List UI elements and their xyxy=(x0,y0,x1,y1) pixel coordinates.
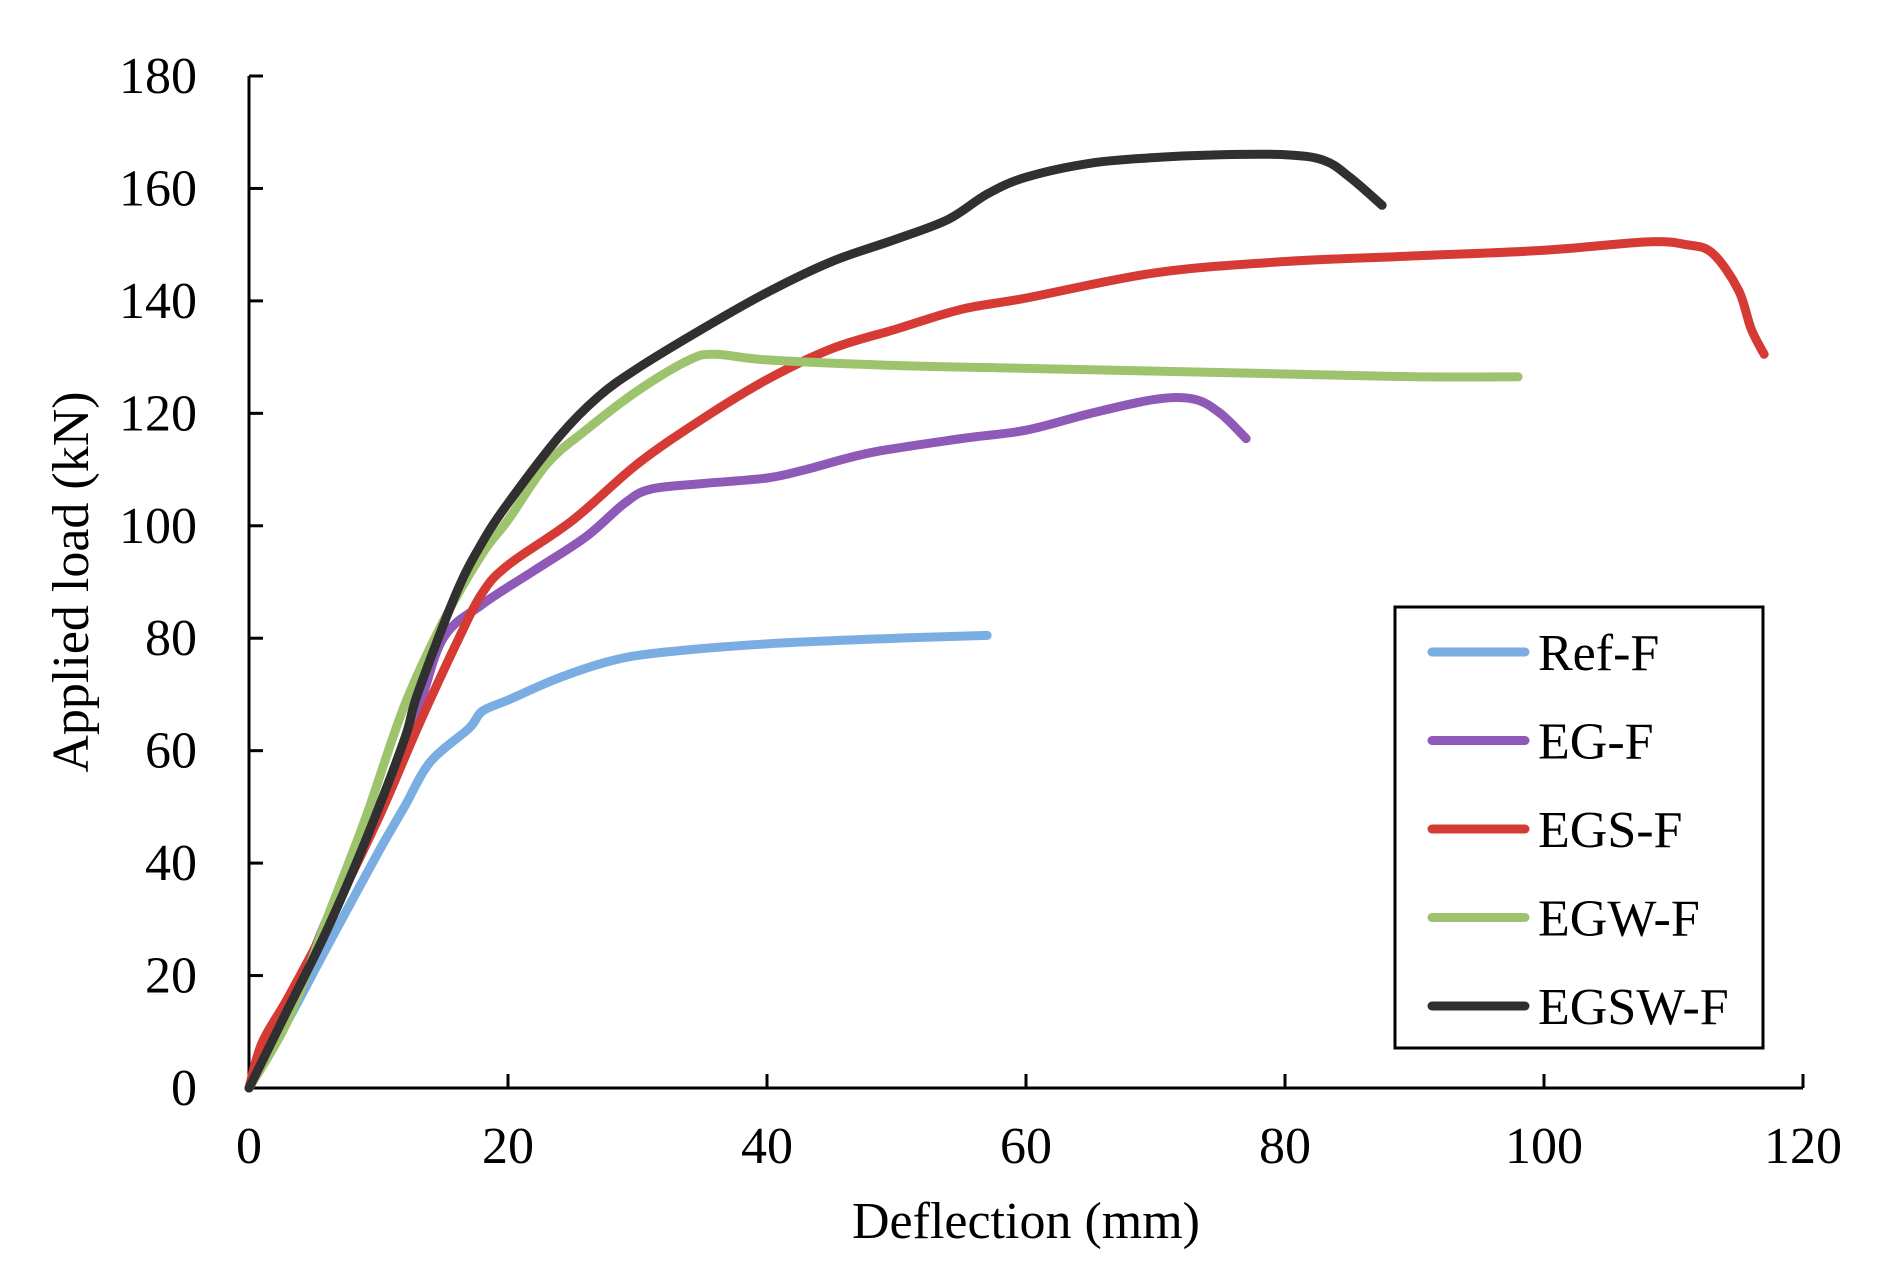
y-tick-label: 100 xyxy=(119,498,197,555)
y-tick-label: 80 xyxy=(145,610,197,667)
legend-label-eg-f: EG-F xyxy=(1538,714,1654,771)
y-ticks: 0 20 40 60 80 100 120 140 160 180 xyxy=(119,48,263,1117)
x-tick-label: 100 xyxy=(1505,1118,1583,1175)
series-line-egw-f xyxy=(244,349,1523,1093)
y-tick-label: 40 xyxy=(145,835,197,892)
x-tick-label: 120 xyxy=(1764,1118,1842,1175)
series-line-egs-f xyxy=(244,237,1769,1093)
y-tick-label: 0 xyxy=(171,1060,197,1117)
series-layer xyxy=(244,149,1769,1093)
y-tick-label: 180 xyxy=(119,48,197,105)
x-axis-title: Deflection (mm) xyxy=(852,1193,1200,1250)
x-tick-label: 0 xyxy=(236,1118,262,1175)
y-tick-label: 120 xyxy=(119,385,197,442)
y-tick-label: 160 xyxy=(119,160,197,217)
y-tick-label: 140 xyxy=(119,273,197,330)
x-ticks: 0 20 40 60 80 100 120 xyxy=(236,1074,1842,1175)
legend-label-ref-f: Ref-F xyxy=(1538,625,1659,682)
legend-label-egs-f: EGS-F xyxy=(1538,802,1682,859)
y-tick-label: 60 xyxy=(145,723,197,780)
legend: Ref-F EG-F EGS-F EGW-F EGSW-F xyxy=(1393,605,1765,1050)
x-tick-label: 40 xyxy=(741,1118,793,1175)
series-line-egsw-f xyxy=(244,149,1387,1093)
legend-label-egw-f: EGW-F xyxy=(1538,891,1700,948)
legend-label-egsw-f: EGSW-F xyxy=(1538,979,1729,1036)
x-tick-label: 20 xyxy=(482,1118,534,1175)
series-line-ref-f xyxy=(244,630,992,1093)
y-tick-label: 20 xyxy=(145,948,197,1005)
x-tick-label: 60 xyxy=(1000,1118,1052,1175)
y-axis-title: Applied load (kN) xyxy=(43,391,100,772)
legend-items: Ref-F EG-F EGS-F EGW-F EGSW-F xyxy=(1427,625,1729,1036)
x-tick-label: 80 xyxy=(1259,1118,1311,1175)
axes: 0 20 40 60 80 100 120 140 160 180 0 20 40 60 80 100 120 xyxy=(119,48,1842,1175)
